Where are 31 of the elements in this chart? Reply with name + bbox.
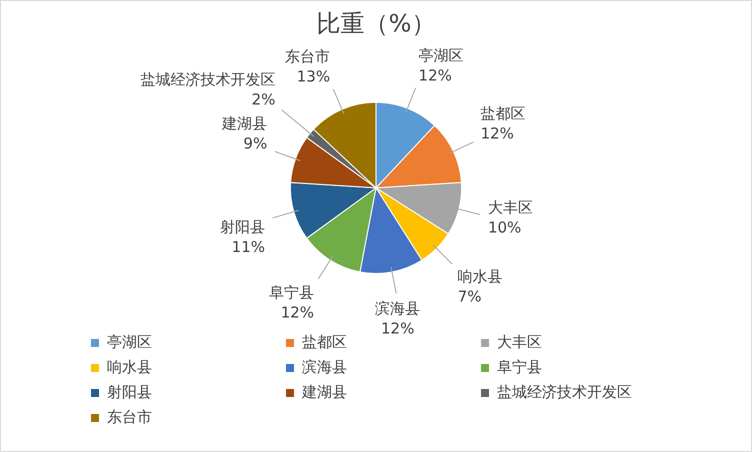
legend-label: 响水县 (106, 358, 153, 377)
data-label: 12% (418, 66, 452, 84)
legend-label: 阜宁县 (496, 358, 543, 377)
data-label: 2% (252, 90, 276, 109)
slice-label: 亭湖区 (418, 46, 464, 64)
slice-label: 滨海县 (375, 299, 420, 318)
data-label: 13% (296, 68, 330, 86)
data-label: 12% (380, 319, 414, 338)
legend-label: 滨海县 (301, 358, 348, 377)
data-label: 10% (488, 218, 522, 237)
legend-label: 建湖县 (300, 383, 348, 402)
data-label: 12% (280, 303, 314, 322)
slice-label: 建湖县 (221, 114, 268, 133)
slice-label: 盐城经济技术开发区 (140, 70, 276, 89)
legend-label: 亭湖区 (106, 333, 153, 352)
slice-label: 射阳县 (220, 218, 265, 236)
data-label: 11% (232, 238, 265, 256)
slice-label: 阜宁县 (269, 283, 314, 302)
data-label: 7% (458, 288, 482, 306)
slice-label: 响水县 (458, 268, 503, 286)
legend-label: 射阳县 (106, 383, 153, 402)
slice-label: 东台市 (285, 48, 330, 66)
legend-label: 盐城经济技术开发区 (496, 383, 633, 402)
data-label: 12% (480, 124, 514, 143)
chart-title: 比重（%） (316, 10, 436, 38)
slice-label: 大丰区 (488, 198, 533, 217)
legend-label: 盐都区 (302, 333, 347, 351)
slice-label: 盐都区 (480, 104, 526, 123)
legend-label: 大丰区 (496, 333, 543, 352)
data-label: 9% (243, 134, 268, 153)
legend-label: 东台市 (106, 408, 153, 427)
